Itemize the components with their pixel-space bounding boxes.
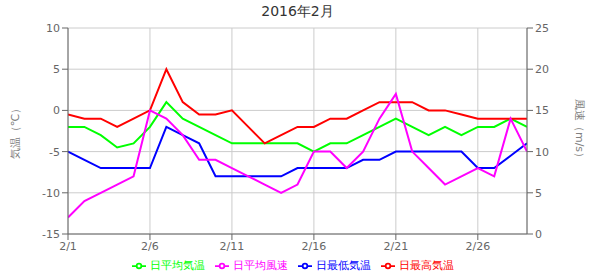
svg-text:10: 10 bbox=[535, 146, 549, 159]
svg-text:2/26: 2/26 bbox=[465, 240, 490, 253]
html-text:日最低気温: 日最低気温 bbox=[315, 259, 371, 272]
svg-text:5: 5 bbox=[535, 187, 542, 200]
svg-text:2/11: 2/11 bbox=[220, 240, 245, 253]
svg-text:0: 0 bbox=[535, 228, 542, 241]
svg-text:15: 15 bbox=[535, 104, 549, 117]
svg-text:-5: -5 bbox=[49, 146, 60, 159]
html-text:2016年2月: 2016年2月 bbox=[261, 3, 334, 19]
svg-text:0: 0 bbox=[53, 104, 60, 117]
svg-text:気温（℃）: 気温（℃） bbox=[9, 103, 22, 159]
html-text:日最高気温: 日最高気温 bbox=[398, 259, 454, 272]
svg-text:風速（m/s）: 風速（m/s） bbox=[573, 99, 586, 163]
html-text:日平均気温: 日平均気温 bbox=[149, 259, 205, 272]
svg-text:2/16: 2/16 bbox=[302, 240, 327, 253]
html-text:日平均風速: 日平均風速 bbox=[232, 259, 288, 272]
svg-text:5: 5 bbox=[53, 63, 60, 76]
svg-text:2/6: 2/6 bbox=[141, 240, 159, 253]
svg-text:25: 25 bbox=[535, 22, 549, 35]
svg-text:2/21: 2/21 bbox=[384, 240, 409, 253]
svg-text:-15: -15 bbox=[42, 228, 60, 241]
svg-text:2/1: 2/1 bbox=[59, 240, 77, 253]
svg-text:-10: -10 bbox=[42, 187, 60, 200]
svg-text:20: 20 bbox=[535, 63, 549, 76]
svg-text:10: 10 bbox=[46, 22, 60, 35]
